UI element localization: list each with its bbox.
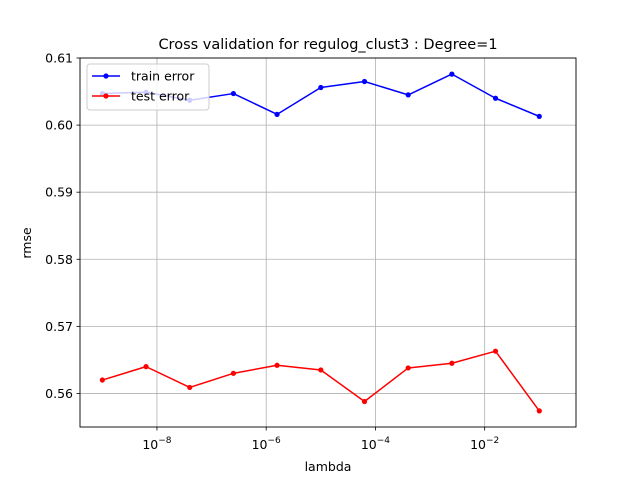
y-tick-label: 0.60 bbox=[45, 118, 73, 133]
x-tick-label: 10−8 bbox=[142, 436, 171, 452]
legend: train error test error bbox=[86, 63, 210, 111]
x-tick-label: 10−2 bbox=[470, 436, 499, 452]
y-axis-ticks: 0.56 0.57 0.58 0.59 0.60 0.61 bbox=[45, 51, 80, 401]
y-tick-label: 0.57 bbox=[45, 319, 73, 334]
test-error-point bbox=[405, 365, 411, 371]
x-tick-exponent: −6 bbox=[268, 436, 282, 446]
test-error-point bbox=[274, 362, 280, 368]
train-error-point bbox=[536, 113, 542, 119]
x-tick-label: 10−6 bbox=[252, 436, 281, 452]
train-error-point bbox=[449, 71, 455, 77]
test-error-point bbox=[187, 384, 193, 391]
x-tick-base: 10 bbox=[142, 437, 158, 452]
test-error-point bbox=[143, 364, 149, 370]
chart-title: Cross validation for regulog_clust3 : De… bbox=[158, 37, 497, 53]
y-tick-label: 0.58 bbox=[45, 252, 73, 267]
test-error-point bbox=[230, 370, 237, 376]
train-error-point bbox=[405, 92, 411, 98]
legend-train-error-marker bbox=[103, 73, 109, 79]
x-tick-base: 10 bbox=[470, 437, 486, 452]
x-tick-base: 10 bbox=[252, 437, 268, 452]
train-error-point bbox=[492, 95, 499, 101]
train-error-point bbox=[274, 111, 280, 117]
y-tick-label: 0.61 bbox=[45, 51, 73, 66]
x-axis-label: lambda bbox=[305, 459, 352, 474]
test-error-point bbox=[361, 398, 368, 405]
train-error-point bbox=[318, 84, 324, 91]
test-error-point bbox=[536, 408, 542, 414]
x-tick-exponent: −8 bbox=[158, 436, 172, 446]
x-axis-ticks: 10−8 10−6 10−4 10−2 bbox=[142, 427, 499, 452]
test-error-point bbox=[449, 360, 455, 366]
test-error-point bbox=[492, 348, 499, 354]
y-tick-label: 0.59 bbox=[45, 185, 73, 200]
legend-test-error-marker bbox=[103, 93, 109, 99]
x-tick-label: 10−4 bbox=[361, 436, 390, 452]
test-error-point bbox=[318, 367, 324, 373]
plot-frame bbox=[79, 57, 577, 428]
legend-train-error-label: train error bbox=[131, 69, 195, 84]
legend-test-error-label: test error bbox=[131, 89, 190, 104]
x-tick-exponent: −4 bbox=[377, 436, 391, 446]
y-axis-label: rmse bbox=[19, 227, 34, 259]
train-error-point bbox=[361, 78, 368, 85]
train-error-point bbox=[230, 90, 237, 97]
test-error-point bbox=[99, 377, 105, 383]
y-tick-label: 0.56 bbox=[45, 386, 73, 401]
x-tick-exponent: −2 bbox=[486, 436, 499, 446]
x-tick-base: 10 bbox=[361, 437, 377, 452]
